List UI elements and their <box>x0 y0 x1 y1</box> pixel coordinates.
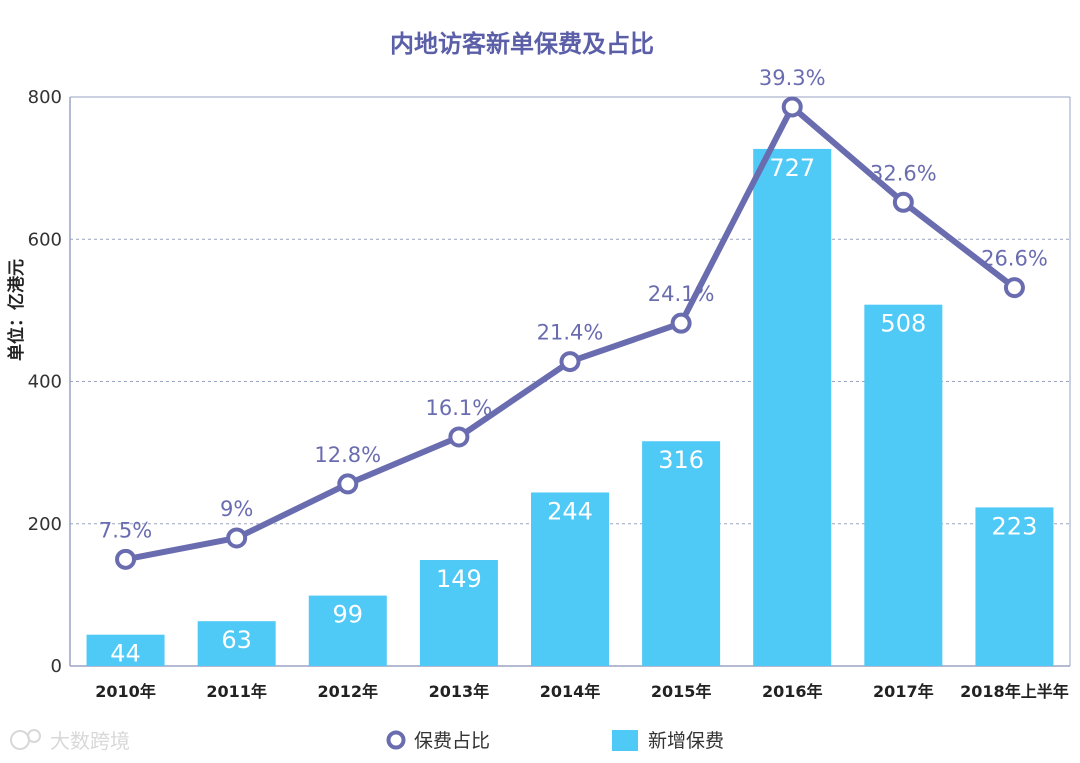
bar <box>531 492 609 666</box>
x-tick-label: 2014年 <box>540 682 601 701</box>
legend-label-premium-share: 保费占比 <box>414 730 490 752</box>
line-point <box>226 527 248 549</box>
watermark-logo-icon <box>10 730 30 750</box>
bar <box>308 595 387 666</box>
line-value-label: 16.1% <box>426 396 493 420</box>
line-series-premium-share: 7.5% 9% 12.8% 16.1% 21.4% 24.1% 39.3% 32.6% 26.6… <box>99 66 1048 570</box>
y-tick-label: 200 <box>28 514 62 535</box>
y-axis-label: 单位：亿港元 <box>6 259 27 361</box>
bar <box>419 560 498 666</box>
bar-value-label: 316 <box>658 446 704 474</box>
legend-bar-swatch <box>612 730 638 751</box>
bar <box>86 634 165 666</box>
line-point <box>781 96 803 118</box>
line-value-label: 39.3% <box>759 66 826 90</box>
bar-value-label: 99 <box>333 601 364 629</box>
bar-value-label: 44 <box>110 640 141 668</box>
line-point <box>670 312 692 334</box>
line-point <box>1003 277 1025 299</box>
bar-value-label: 244 <box>547 497 593 525</box>
y-axis-ticks: 0 200 400 600 800 <box>28 87 62 677</box>
bar-value-label: 727 <box>769 154 815 182</box>
bar-value-label: 508 <box>880 310 926 338</box>
line-value-label: 26.6% <box>981 247 1048 271</box>
line-value-label: 24.1% <box>648 282 715 306</box>
line-value-label: 9% <box>220 497 253 521</box>
bar-value-label: 63 <box>221 626 252 654</box>
bar <box>197 621 276 666</box>
bar <box>753 148 832 666</box>
line-point <box>337 473 359 495</box>
bar <box>975 507 1054 666</box>
chart-title: 内地访客新单保费及占比 <box>390 30 654 58</box>
x-tick-label: 2015年 <box>651 682 712 701</box>
x-tick-label: 2016年 <box>762 682 823 701</box>
line-value-label: 32.6% <box>870 161 937 185</box>
legend-line-marker <box>386 730 406 750</box>
watermark-logo-icon-dot <box>27 729 41 743</box>
bar <box>642 441 721 666</box>
x-tick-label: 2013年 <box>429 682 490 701</box>
watermark-text: 大数跨境 <box>50 729 130 753</box>
line-value-label: 12.8% <box>314 443 381 467</box>
bar-value-label: 149 <box>436 565 482 593</box>
legend-label-new-premium: 新增保费 <box>648 730 724 752</box>
y-tick-label: 0 <box>51 656 62 677</box>
x-tick-label: 2010年 <box>95 682 156 701</box>
line-point <box>892 191 914 213</box>
bar <box>864 304 943 666</box>
watermark: 大数跨境 <box>10 729 130 753</box>
x-tick-label: 2017年 <box>873 682 934 701</box>
legend: 保费占比 新增保费 <box>386 730 724 752</box>
line-value-label: 7.5% <box>99 518 152 542</box>
x-tick-label: 2011年 <box>206 682 267 701</box>
bar-value-label: 223 <box>992 512 1038 540</box>
x-tick-label: 2012年 <box>318 682 379 701</box>
y-tick-label: 800 <box>28 87 62 108</box>
x-tick-label: 2018年上半年 <box>960 682 1069 701</box>
bar-series-new-premium: 44 63 99 149 244 316 727 508 223 <box>86 148 1054 668</box>
line-point <box>115 548 137 570</box>
y-tick-label: 600 <box>28 229 62 250</box>
line-value-label: 21.4% <box>537 321 604 345</box>
line-point <box>448 426 470 448</box>
x-axis-ticks: 2010年 2011年 2012年 2013年 2014年 2015年 2016年 2017年… <box>95 682 1068 701</box>
y-tick-label: 400 <box>28 372 62 393</box>
line-point <box>559 351 581 373</box>
